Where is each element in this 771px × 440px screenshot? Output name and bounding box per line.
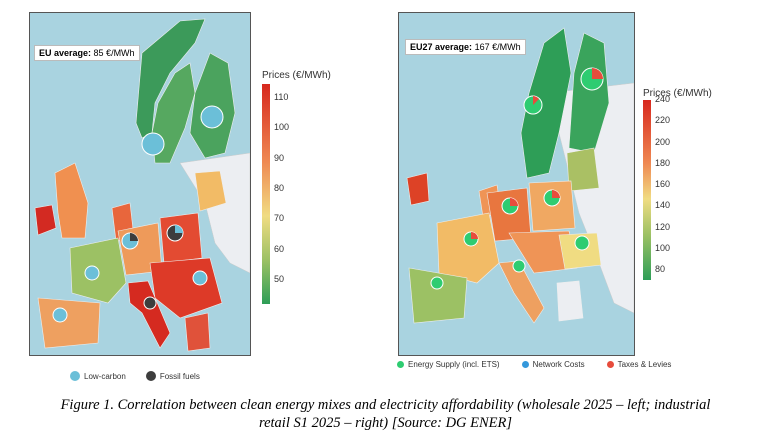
right-colorbar-title: Prices (€/MWh): [643, 88, 712, 99]
left-legend-fossil-swatch: [145, 371, 156, 381]
left-map-norway: [135, 18, 206, 139]
right-map-pie: [574, 235, 590, 251]
right-colorbar-tick: 160: [655, 179, 671, 189]
right-colorbar-tick: 220: [655, 115, 671, 126]
left-colorbar: [262, 84, 270, 304]
right-map-pie-tax: [552, 190, 560, 198]
left-map-pie: [52, 307, 68, 323]
right-colorbar-tick: 200: [655, 136, 671, 147]
figure-caption: Figure 1. Correlation between clean ener…: [0, 396, 771, 432]
left-colorbar-tick: 80: [274, 183, 285, 193]
left-map-pie: [84, 265, 100, 281]
left-map-pie: [200, 105, 224, 129]
left-map-italy: [127, 280, 171, 349]
right-map-pie-tax: [533, 96, 539, 105]
right-colorbar-tick: 100: [655, 242, 671, 253]
left-map-finland: [189, 52, 236, 159]
left-colorbar-tick: 50: [274, 274, 285, 284]
left-map-pie-fossil: [130, 233, 138, 241]
right-colorbar-tick: 180: [655, 157, 671, 168]
right-map-greece: [556, 280, 584, 322]
left-legend-fossil-label: Fossil fuels: [159, 371, 200, 381]
left-colorbar-tick: 100: [274, 122, 290, 133]
right-legend-energy-label: Energy Supply (incl. ETS): [408, 360, 500, 369]
right-colorbar-tick: 240: [655, 94, 671, 104]
left-colorbar-tick: 70: [274, 213, 285, 224]
left-avg-label: EU average: 85 €/MWh: [34, 45, 140, 61]
left-legend-low-carbon-swatch: [70, 371, 80, 381]
right-colorbar-tick: 120: [655, 221, 671, 232]
right-map-pie-tax: [471, 232, 478, 239]
right-map-panel: EU27 average: 167 €/MWh: [398, 12, 635, 356]
caption-line-1: Figure 1. Correlation between clean ener…: [60, 397, 711, 413]
right-map-pie-tax: [510, 198, 518, 206]
right-map-pie: [430, 276, 444, 290]
right-map-france: [436, 212, 500, 284]
right-colorbar-tick: 80: [655, 264, 666, 274]
left-map-baltics: [194, 170, 227, 212]
left-map-pie: [192, 270, 208, 286]
right-map-iberia: [408, 267, 468, 324]
right-map-finland: [568, 32, 610, 154]
right-legend: Energy Supply (incl. ETS) Network Costs …: [397, 360, 671, 369]
left-map-greece: [184, 312, 211, 352]
right-avg-label: EU27 average: 167 €/MWh: [405, 39, 526, 55]
right-map-romania: [558, 232, 602, 270]
right-legend-network-swatch: [521, 361, 529, 368]
right-map-pie: [512, 259, 526, 273]
left-map-panel: EU average: 85 €/MWh: [29, 12, 251, 356]
left-map-uk: [54, 162, 89, 239]
left-colorbar-tick: 110: [274, 92, 289, 102]
left-colorbar-title: Prices (€/MWh): [262, 70, 331, 81]
caption-line-2: retail S1 2025 – right) [Source: DG ENER…: [258, 415, 513, 431]
left-map-iberia: [37, 297, 101, 349]
right-legend-taxes-swatch: [606, 361, 614, 368]
left-colorbar-tick: 60: [274, 243, 285, 254]
left-legend-low-carbon-label: Low-carbon: [84, 371, 126, 381]
left-map-svg: [34, 18, 250, 352]
left-colorbar-tick: 90: [274, 152, 285, 163]
right-legend-network-label: Network Costs: [532, 360, 585, 369]
right-map-pie-tax: [592, 68, 603, 79]
right-colorbar: [643, 100, 651, 280]
right-map-svg: [406, 27, 634, 324]
left-map-central-east: [149, 257, 223, 319]
right-legend-energy-swatch: [397, 361, 404, 368]
right-colorbar-tick: 140: [655, 200, 671, 211]
left-map-pie-lowcarbon: [175, 225, 183, 233]
right-map-sweden: [520, 27, 572, 179]
left-legend: Low-carbon Fossil fuels: [70, 371, 200, 381]
left-map-ireland: [34, 204, 57, 236]
left-map-pie: [143, 296, 157, 310]
right-map-ireland: [406, 172, 430, 206]
right-legend-taxes-label: Taxes & Levies: [617, 360, 672, 369]
left-map-pie: [141, 132, 165, 156]
right-map-baltics: [566, 147, 600, 192]
